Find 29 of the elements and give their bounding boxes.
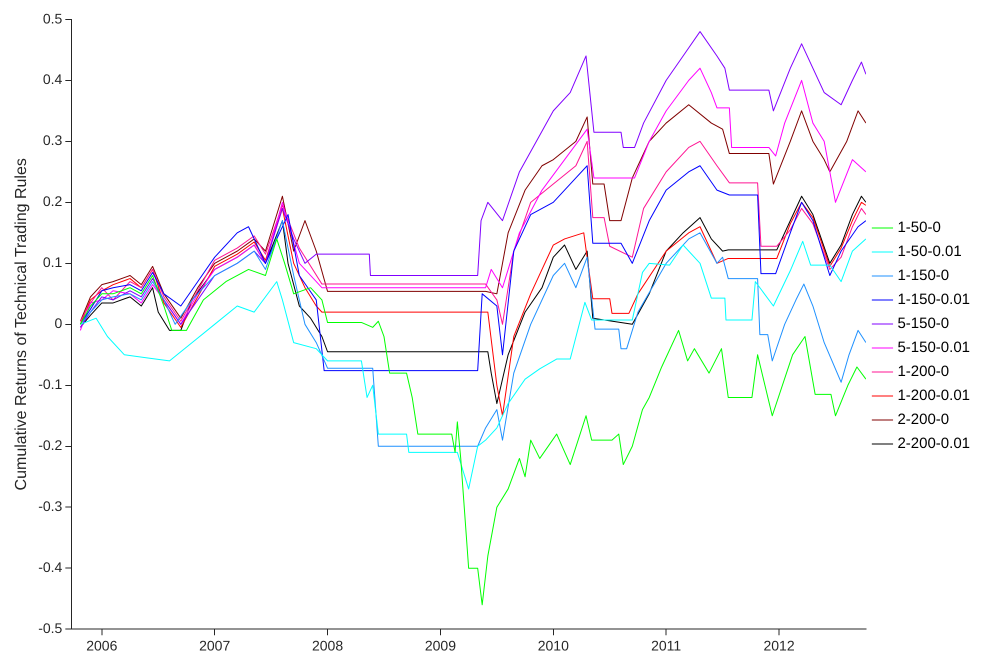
legend-label: 5-150-0 (897, 315, 950, 332)
y-tick-label: -0.1 (38, 376, 63, 392)
legend-label: 2-200-0.01 (897, 435, 970, 452)
legend-label: 1-200-0.01 (897, 387, 970, 404)
x-tick-label: 2010 (538, 637, 570, 654)
y-tick-label: 0.4 (42, 71, 63, 88)
y-tick-label: 0.2 (42, 193, 63, 210)
legend-label: 5-150-0.01 (897, 339, 970, 356)
x-tick-label: 2011 (651, 637, 682, 654)
x-tick-label: 2008 (312, 637, 344, 654)
y-tick-label: 0.5 (42, 10, 63, 26)
legend-label: 1-150-0 (897, 267, 950, 284)
y-axis-title: Cumulative Returns of Technical Trading Rules (13, 158, 30, 490)
y-tick-label: 0.3 (42, 132, 63, 148)
legend-label: 1-50-0 (897, 219, 941, 236)
y-tick-label: 0.1 (42, 254, 63, 270)
legend-label: 1-150-0.01 (897, 291, 970, 308)
x-tick-label: 2007 (199, 637, 230, 654)
y-tick-label: -0.2 (38, 437, 63, 454)
y-tick-label: -0.5 (38, 620, 63, 636)
legend-label: 1-50-0.01 (897, 243, 962, 260)
y-tick-label: 0 (54, 315, 63, 332)
x-tick-label: 2009 (424, 637, 456, 654)
legend-label: 1-200-0 (897, 363, 950, 380)
legend-label: 2-200-0 (897, 411, 950, 428)
y-tick-label: -0.3 (38, 498, 63, 514)
x-tick-label: 2006 (86, 637, 118, 654)
y-tick-label: -0.4 (38, 559, 63, 576)
x-tick-label: 2012 (763, 637, 795, 654)
